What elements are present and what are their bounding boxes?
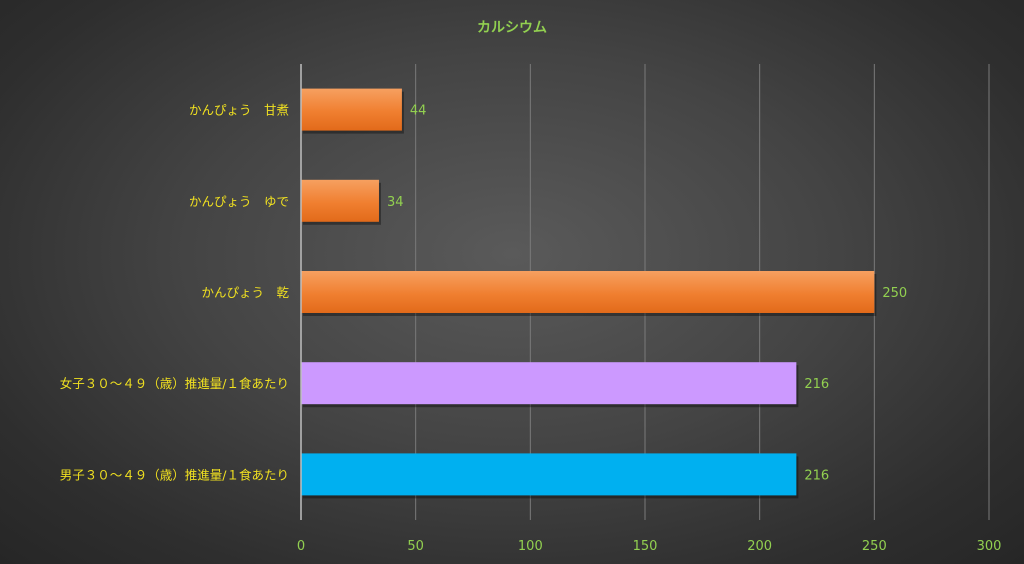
bar-3 xyxy=(301,271,875,313)
data-label: 216 xyxy=(804,468,829,483)
x-tick-label: 100 xyxy=(518,539,543,554)
bar-5 xyxy=(301,453,797,496)
bars xyxy=(301,88,877,499)
bar-1 xyxy=(301,88,402,131)
category-label: 女子３０～４９（歳）推進量/１食あたり xyxy=(60,376,289,391)
category-label: 男子３０～４９（歳）推進量/１食あたり xyxy=(60,467,289,482)
x-tick-label: 0 xyxy=(297,539,305,554)
data-label: 44 xyxy=(410,104,427,119)
data-label: 34 xyxy=(387,195,404,210)
category-label: かんぴょう 甘煮 xyxy=(189,103,289,118)
labels: 0 50 100 150 200 250 300 44 かんぴょう 甘煮 34 かんぴょう ゆで 25… xyxy=(60,103,1002,554)
x-tick-label: 150 xyxy=(633,539,658,554)
x-tick-label: 200 xyxy=(747,539,772,554)
chart-title: カルシウム xyxy=(477,20,547,36)
category-label: かんぴょう ゆで xyxy=(189,194,289,209)
x-tick-label: 300 xyxy=(977,539,1002,554)
bar-2 xyxy=(301,179,379,222)
x-tick-label: 250 xyxy=(862,539,887,554)
bar-4 xyxy=(301,362,797,405)
category-label: かんぴょう 乾 xyxy=(201,285,289,300)
x-tick-label: 50 xyxy=(407,539,424,554)
data-label: 250 xyxy=(882,286,907,301)
data-label: 216 xyxy=(804,377,829,392)
